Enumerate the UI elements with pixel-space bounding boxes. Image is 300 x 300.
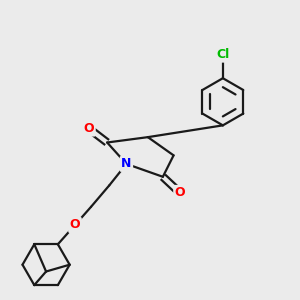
Text: N: N (121, 158, 132, 170)
Text: O: O (70, 218, 80, 232)
Text: O: O (175, 186, 185, 200)
Text: O: O (84, 122, 94, 135)
Text: Cl: Cl (216, 48, 230, 61)
